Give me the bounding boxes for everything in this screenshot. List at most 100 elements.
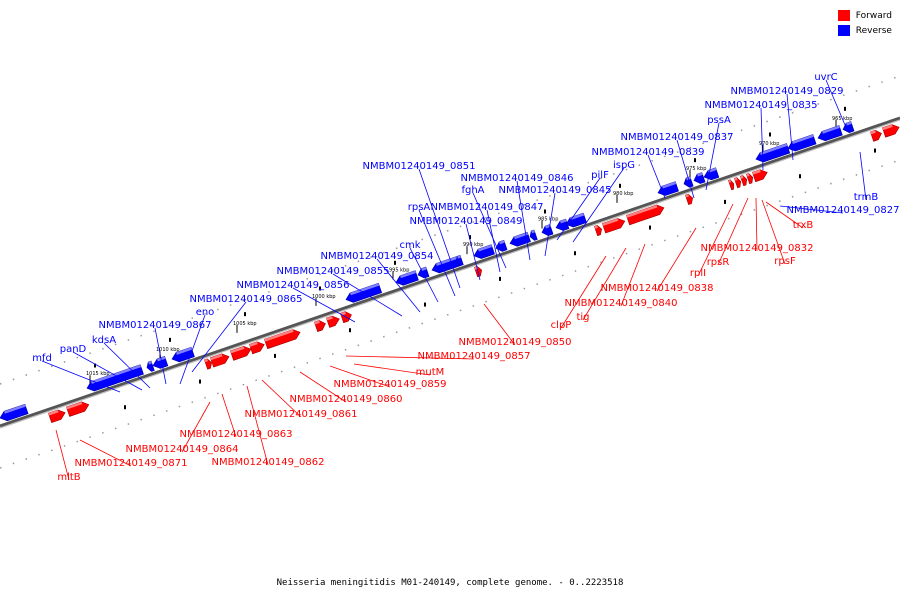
gene-label-trxb: trxB (793, 220, 814, 231)
gene-label-nmbm01240149-0838: NMBM01240149_0838 (601, 283, 714, 294)
forward-gene-arrow (204, 358, 213, 370)
forward-gene-arrow (340, 311, 352, 324)
gene-label-nmbm01240149-0845-leader (544, 192, 556, 257)
gene-label-nmbm01240149-0835-leader (760, 107, 764, 171)
reverse-gene-arrow (565, 212, 587, 228)
reverse-gene-arrow (755, 143, 791, 163)
forward-gene-arrow (314, 320, 326, 332)
forward-gene-arrow (752, 169, 768, 183)
forward-gene-arrow (210, 353, 230, 368)
scale-tick-label: 1005 kbp (233, 321, 257, 327)
forward-gene-arrow (734, 177, 742, 189)
gene-label-nmbm01240149-0871-leader (79, 439, 132, 467)
gene-label-nmbm01240149-0864: NMBM01240149_0864 (126, 444, 239, 455)
gene-label-trxb-leader (765, 201, 804, 229)
gene-label-nmbm01240149-0860-leader (299, 371, 347, 403)
gene-label-nmbm01240149-0832: NMBM01240149_0832 (701, 243, 814, 254)
gene-label-nmbm01240149-0855-leader (332, 273, 403, 317)
genome-caption: Neisseria meningitidis M01-240149, compl… (276, 578, 624, 588)
gene-label-nmbm01240149-0840-leader (620, 243, 646, 307)
forward-gene-arrow (264, 329, 301, 350)
forward-gene-arrow (602, 218, 626, 234)
reverse-gene-arrow (817, 125, 843, 142)
forward-gene-arrow (594, 224, 603, 237)
reverse-gene-arrow (146, 360, 155, 372)
gene-label-nmbm01240149-0861: NMBM01240149_0861 (245, 409, 358, 420)
gene-label-nmbm01240149-0857: NMBM01240149_0857 (418, 351, 531, 362)
genome-axis-shadow (0, 119, 900, 429)
gene-label-mltb-leader (55, 429, 70, 481)
gene-label-pand: panD (60, 344, 87, 355)
legend-item-forward: Forward (837, 8, 892, 23)
legend-label-reverse: Reverse (855, 25, 892, 36)
forward-gene-arrow (48, 409, 66, 424)
gene-label-nmbm01240149-0859-leader (329, 365, 391, 388)
scale-tick-label: 970 kbp (759, 141, 779, 147)
reverse-gene-arrow (529, 229, 538, 241)
forward-swatch (837, 10, 850, 21)
reverse-gene-arrow (395, 270, 419, 286)
gene-label-uvrc-leader (825, 79, 846, 126)
forward-gene-arrow (740, 175, 748, 187)
scale-tick-label: 1010 kbp (156, 347, 180, 353)
forward-gene-arrow (746, 173, 754, 185)
gene-label-nmbm01240149-0861-leader (261, 379, 302, 418)
scale-tick-label: 980 kbp (613, 191, 633, 197)
gene-label-nmbm01240149-0850-leader (483, 303, 516, 346)
gene-label-tig: tig (576, 312, 589, 323)
gene-label-nmbm01240149-0847-leader (486, 209, 501, 273)
gene-label-pssa-leader (705, 122, 720, 191)
legend-label-forward: Forward (855, 10, 892, 21)
gene-label-nmbm01240149-0845: NMBM01240149_0845 (499, 185, 612, 196)
forward-gene-arrow (249, 341, 265, 355)
gene-label-pand-leader (72, 351, 143, 391)
gene-label-nmbm01240149-0840: NMBM01240149_0840 (565, 298, 678, 309)
reverse-gene-arrow (0, 403, 29, 422)
gene-label-nmbm01240149-0832-leader (755, 197, 758, 252)
gene-label-nmbm01240149-0864-leader (181, 401, 211, 453)
reverse-gene-arrow (842, 121, 855, 133)
gene-label-nmbm01240149-0851: NMBM01240149_0851 (363, 161, 476, 172)
gene-label-nmbm01240149-0827: NMBM01240149_0827 (787, 205, 900, 216)
forward-gene-arrow (882, 124, 900, 138)
gene-label-trmb: trmB (854, 192, 879, 203)
gene-label-trmb-leader (859, 151, 867, 201)
gene-label-tig-leader (582, 247, 627, 321)
upper-guide (0, 75, 900, 385)
gene-label-nmbm01240149-0865-leader (191, 301, 247, 373)
gene-label-nmbm01240149-0863-leader (221, 393, 237, 438)
gene-label-uvrc: uvrC (814, 72, 837, 83)
gene-label-nmbm01240149-0835: NMBM01240149_0835 (705, 100, 818, 111)
gene-label-clpp: clpP (551, 320, 572, 331)
gene-label-nmbm01240149-0829: NMBM01240149_0829 (731, 86, 844, 97)
gene-label-pssa: pssA (707, 115, 731, 126)
gene-label-rpsr-leader (717, 197, 749, 266)
reverse-gene-arrow (541, 224, 554, 236)
forward-gene-arrow (230, 346, 252, 361)
gene-label-eno-leader (179, 314, 206, 385)
reverse-gene-arrow (693, 172, 706, 184)
reverse-gene-arrow (703, 167, 720, 181)
gene-label-nmbm01240149-0837-leader (676, 139, 695, 199)
gene-label-nmbm01240149-0827-leader (779, 205, 844, 214)
gene-label-cmk: cmk (399, 240, 420, 251)
forward-gene-arrow (326, 315, 340, 328)
gene-label-nmbm01240149-0850: NMBM01240149_0850 (459, 337, 572, 348)
gene-label-pilf-leader (556, 177, 601, 241)
legend-item-reverse: Reverse (837, 23, 892, 38)
gene-label-mfd: mfd (32, 353, 52, 364)
forward-gene-arrow (728, 179, 735, 191)
gene-label-nmbm01240149-0871: NMBM01240149_0871 (75, 458, 188, 469)
gene-label-nmbm01240149-0854-leader (376, 258, 421, 313)
reverse-gene-arrow (683, 176, 694, 188)
gene-label-kdsa: kdsA (92, 335, 116, 346)
reverse-gene-arrow (473, 244, 495, 259)
gene-label-rpsa-leader (418, 209, 456, 297)
gene-label-mfd-leader (41, 360, 121, 393)
gene-label-nmbm01240149-0856-leader (292, 287, 356, 323)
gene-label-nmbm01240149-0860: NMBM01240149_0860 (290, 394, 403, 405)
gene-label-rpsf-leader (761, 199, 786, 265)
scale-tick-label: 1015 kbp (86, 371, 110, 377)
gene-label-ispg-leader (572, 167, 625, 243)
